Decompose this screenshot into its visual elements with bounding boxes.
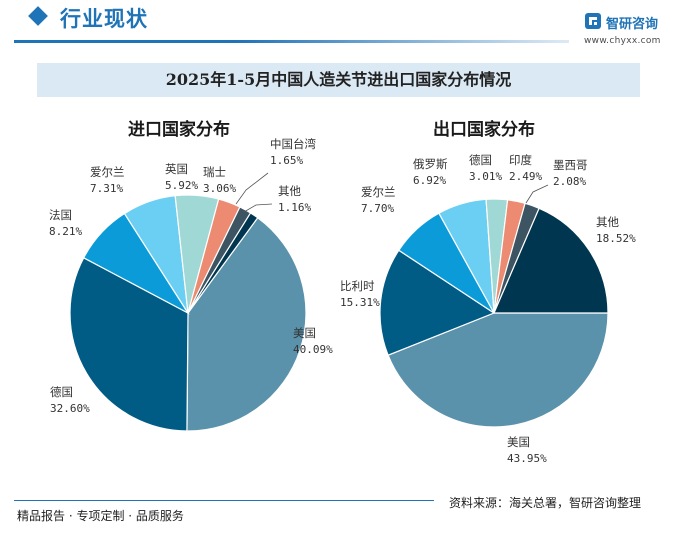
brand-name: 智研咨询 [606, 17, 659, 32]
page-header: 行业现状 智研咨询 www.chyxx.com [0, 0, 676, 52]
header-divider [14, 40, 569, 43]
slice-value: 1.16% [278, 201, 311, 214]
slice-label: 墨西哥 [553, 158, 588, 172]
slice-label: 其他 [278, 184, 301, 198]
slice-value: 2.08% [553, 175, 586, 188]
section-title: 行业现状 [60, 7, 148, 31]
slice-label: 爱尔兰 [361, 185, 396, 199]
import-pie [69, 194, 307, 432]
slice-label: 其他 [596, 215, 619, 229]
export-subtitle: 出口国家分布 [433, 120, 535, 140]
slice-label: 美国 [507, 435, 530, 449]
chart-title: 2025年1-5月中国人造关节进出口国家分布情况 [165, 70, 512, 89]
slice-label: 中国台湾 [270, 137, 316, 151]
slice-value: 15.31% [340, 296, 380, 309]
pie-slice [493, 207, 609, 314]
slice-label: 瑞士 [203, 165, 226, 179]
pie-slice [379, 249, 496, 357]
pie-labels: 美国 40.09% 德国 32.60% 法国 8.21% 爱尔兰 7.31% 英国 5.92% 瑞士… [49, 137, 636, 465]
brand: 智研咨询 www.chyxx.com [584, 10, 668, 48]
pie-slice [187, 212, 259, 314]
footer-tagline: 精品报告 · 专项定制 · 品质服务 [17, 509, 184, 523]
slice-label: 德国 [50, 385, 73, 399]
slice-label: 俄罗斯 [413, 157, 448, 171]
slice-label: 印度 [509, 153, 532, 167]
slice-value: 43.95% [507, 452, 547, 465]
pie-slice [387, 312, 609, 428]
leader-line [235, 172, 269, 205]
slice-label: 德国 [469, 153, 492, 167]
slice-label: 美国 [293, 326, 316, 340]
slice-value: 8.21% [49, 225, 82, 238]
slice-value: 3.01% [469, 170, 502, 183]
brand-url: www.chyxx.com [584, 36, 661, 46]
slice-value: 6.92% [413, 174, 446, 187]
slice-value: 1.65% [270, 154, 303, 167]
leader-line [525, 184, 549, 204]
import-subtitle: 进口国家分布 [128, 120, 230, 140]
slice-label: 英国 [165, 162, 188, 176]
slice-value: 32.60% [50, 402, 90, 415]
leader-line [243, 203, 273, 213]
slice-value: 2.49% [509, 170, 542, 183]
pie-slice [69, 256, 189, 432]
slice-label: 爱尔兰 [90, 165, 125, 179]
slice-value: 18.52% [596, 232, 636, 245]
slice-value: 5.92% [165, 179, 198, 192]
export-pie [379, 198, 609, 428]
footer-divider [14, 500, 434, 501]
slice-value: 40.09% [293, 343, 333, 356]
slice-value: 7.70% [361, 202, 394, 215]
source-note: 资料来源：海关总署，智研咨询整理 [449, 496, 642, 510]
chart-title-banner: 2025年1-5月中国人造关节进出口国家分布情况 [37, 63, 640, 97]
brand-logo-icon [585, 13, 601, 29]
slice-label: 法国 [49, 208, 72, 222]
slice-value: 3.06% [203, 182, 236, 195]
slice-label: 比利时 [340, 279, 375, 293]
slice-value: 7.31% [90, 182, 123, 195]
pie-slice [186, 216, 307, 432]
